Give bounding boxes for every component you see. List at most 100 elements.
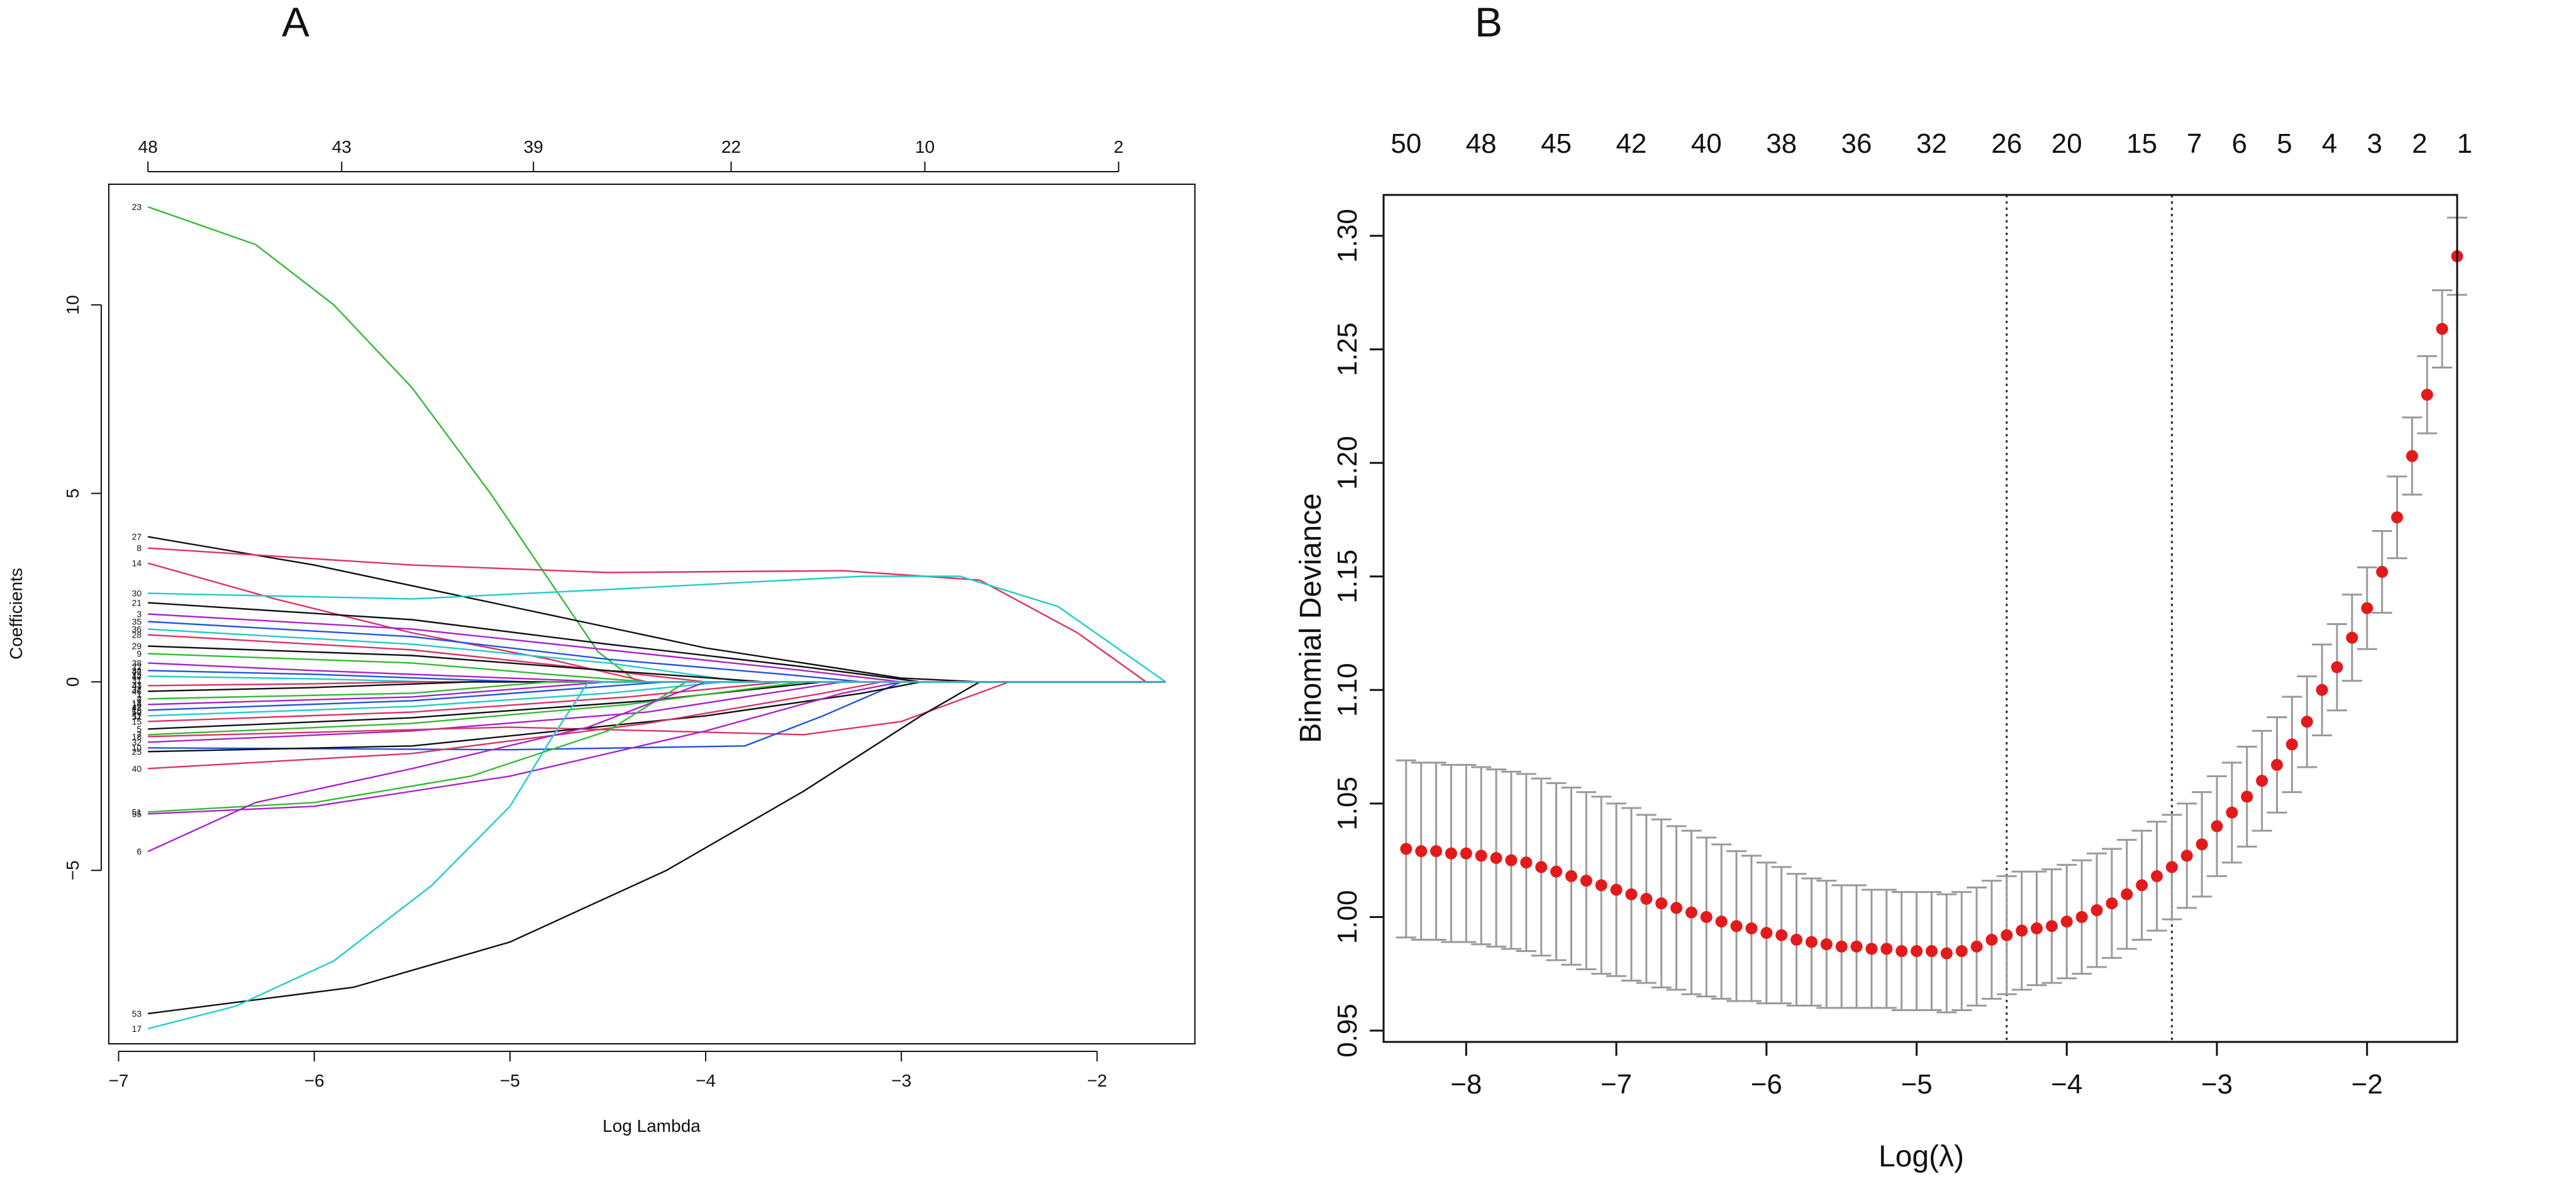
x-tick-label: −7 (1601, 1069, 1632, 1100)
deviance-point (1715, 916, 1728, 928)
x-tick-label: −3 (891, 1071, 911, 1090)
top-tick-label: 6 (2232, 128, 2247, 159)
top-tick-label: 32 (1916, 128, 1947, 159)
end-label-36: 36 (132, 624, 142, 634)
top-tick-label: 42 (1616, 128, 1646, 159)
deviance-point (2241, 790, 2253, 803)
deviance-point (1685, 906, 1697, 919)
top-tick-label: 48 (138, 137, 158, 157)
top-tick-label: 26 (1991, 128, 2022, 159)
deviance-point (2001, 929, 2013, 941)
deviance-point (2421, 389, 2433, 401)
end-label-12: 12 (132, 671, 142, 681)
end-label-38: 38 (132, 658, 142, 668)
end-label-28: 28 (132, 629, 142, 639)
deviance-point (2346, 631, 2358, 644)
y-tick-label: −5 (63, 860, 82, 880)
end-label-10: 10 (132, 743, 142, 753)
top-tick-label: 15 (2126, 128, 2157, 159)
deviance-point (1700, 911, 1713, 923)
end-label-4: 4 (136, 694, 142, 704)
deviance-point (1911, 945, 1923, 958)
top-tick-label: 2 (2412, 128, 2427, 159)
deviance-point (2226, 806, 2238, 819)
end-label-35: 35 (132, 616, 142, 626)
end-label-21: 21 (132, 598, 142, 608)
x-tick-label: −5 (500, 1071, 520, 1090)
end-label-53: 53 (132, 1009, 142, 1019)
panel-a-x-label: Log Lambda (602, 1116, 701, 1136)
end-label-41: 41 (132, 680, 142, 690)
top-tick-label: 20 (2051, 128, 2082, 159)
deviance-point (1790, 933, 1803, 946)
top-tick-label: 43 (332, 137, 352, 157)
deviance-point (2391, 511, 2404, 524)
x-tick-label: −2 (2351, 1069, 2383, 1100)
deviance-point (2316, 684, 2328, 696)
end-label-9: 9 (136, 648, 142, 658)
end-label-27: 27 (132, 532, 142, 542)
end-label-31: 31 (132, 675, 142, 685)
deviance-point (1445, 847, 1457, 860)
end-label-55: 55 (132, 809, 142, 819)
deviance-point (1460, 847, 1472, 860)
x-tick-label: −7 (109, 1071, 129, 1090)
x-tick-label: −8 (1450, 1069, 1482, 1100)
panel-a-top-axis: 48 43 39 22 10 2 (138, 137, 1124, 172)
deviance-point (1985, 933, 1998, 946)
deviance-point (1850, 940, 1863, 953)
coef-path-53 (148, 681, 1166, 1015)
end-label-34: 34 (132, 665, 142, 675)
panel-a-end-labels: 2327814302133536282993834124146216191115… (132, 202, 142, 1034)
panel-b-lambda-lines (2006, 195, 2173, 1042)
end-label-37: 37 (132, 684, 142, 694)
deviance-point (1490, 851, 1502, 864)
deviance-point (2256, 775, 2268, 787)
deviance-point (2285, 738, 2298, 751)
end-label-30: 30 (132, 589, 142, 599)
top-tick-label: 38 (1766, 128, 1797, 159)
panel-b-plot-frame (1382, 194, 2458, 1043)
panel-a-y-label: Coefficients (6, 568, 26, 660)
deviance-point (2196, 838, 2208, 851)
x-tick-label: −6 (1751, 1069, 1782, 1100)
deviance-point (2331, 661, 2343, 673)
deviance-point (1925, 945, 1938, 958)
x-tick-label: −6 (304, 1071, 325, 1090)
panel-b-top-axis: 50 48 45 42 40 38 36 32 26 20 15 7 6 5 4 3 2 1 (1391, 128, 2472, 159)
deviance-point (2121, 888, 2133, 900)
deviance-point (1865, 943, 1878, 955)
end-label-52: 52 (132, 712, 142, 722)
top-tick-label: 10 (915, 137, 935, 157)
deviance-point (2361, 602, 2373, 614)
deviance-point (1880, 943, 1893, 955)
deviance-point (1400, 843, 1413, 855)
end-label-6: 6 (136, 846, 142, 856)
deviance-point (1430, 845, 1443, 858)
end-label-8: 8 (136, 543, 142, 553)
y-tick-label: 1.10 (1332, 663, 1363, 717)
top-tick-label: 5 (2277, 128, 2292, 159)
panel-a-coefficient-paths (147, 206, 1166, 1030)
deviance-point (1640, 892, 1653, 905)
end-label-5: 5 (136, 724, 142, 734)
deviance-point (2090, 904, 2103, 917)
end-label-1: 1 (136, 689, 142, 699)
end-label-50: 50 (132, 707, 142, 717)
end-label-14: 14 (132, 558, 142, 568)
x-tick-label: −5 (1901, 1069, 1932, 1100)
x-tick-label: −2 (1087, 1071, 1107, 1090)
end-label-29: 29 (132, 641, 142, 651)
deviance-point (2075, 911, 2088, 923)
top-tick-label: 2 (1114, 137, 1124, 157)
deviance-point (1760, 927, 1773, 939)
deviance-point (2376, 565, 2389, 578)
end-label-42: 42 (132, 667, 142, 677)
top-tick-label: 39 (524, 137, 543, 157)
coef-path-7 (148, 681, 1166, 736)
top-tick-label: 48 (1466, 128, 1497, 159)
end-label-2: 2 (136, 694, 142, 704)
deviance-point (1805, 936, 1818, 948)
